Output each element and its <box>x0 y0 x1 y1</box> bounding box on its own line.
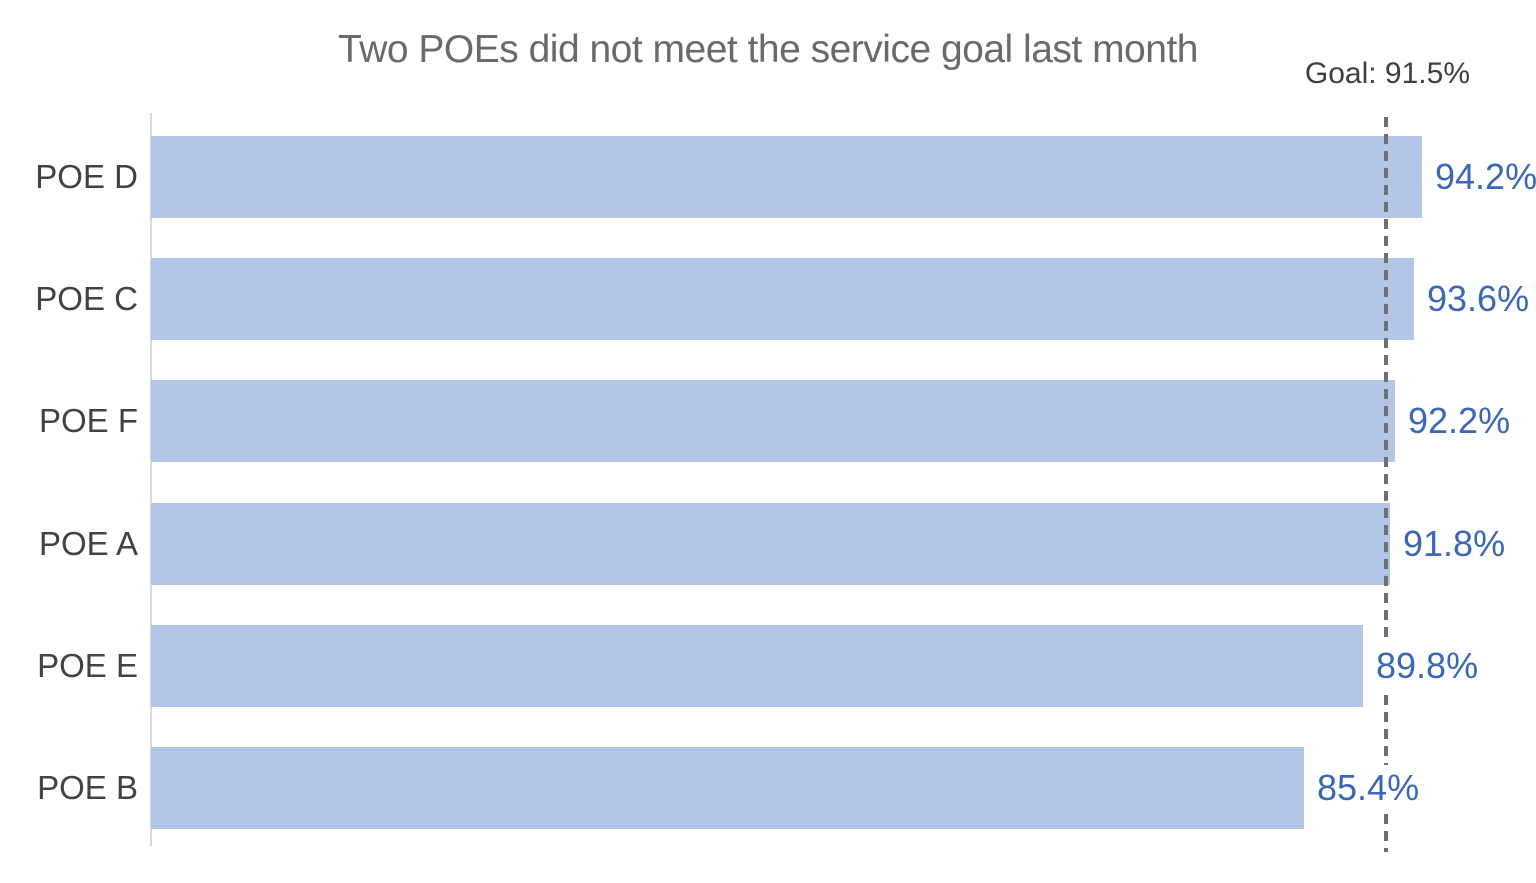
goal-label: Goal: 91.5% <box>1304 57 1470 90</box>
value-label: 89.8% <box>1371 643 1484 689</box>
category-label: POE C <box>35 280 138 317</box>
bar <box>151 136 1422 218</box>
bar <box>151 747 1304 829</box>
category-label: POE A <box>38 525 138 562</box>
bar <box>151 380 1395 462</box>
category-label: POE F <box>38 402 138 439</box>
bar <box>151 258 1414 340</box>
goal-line <box>1384 117 1388 852</box>
value-label: 93.6% <box>1422 276 1535 322</box>
bar <box>151 625 1363 707</box>
chart-title: Two POEs did not meet the service goal l… <box>338 28 1198 71</box>
y-axis-line <box>150 113 152 846</box>
category-label: POE B <box>37 769 138 806</box>
category-label: POE D <box>35 158 138 195</box>
value-label: 91.8% <box>1398 521 1511 567</box>
value-label: 92.2% <box>1403 398 1516 444</box>
bar <box>151 503 1390 585</box>
value-label: 85.4% <box>1312 765 1425 811</box>
category-label: POE E <box>37 647 138 684</box>
value-label: 94.2% <box>1430 154 1536 200</box>
